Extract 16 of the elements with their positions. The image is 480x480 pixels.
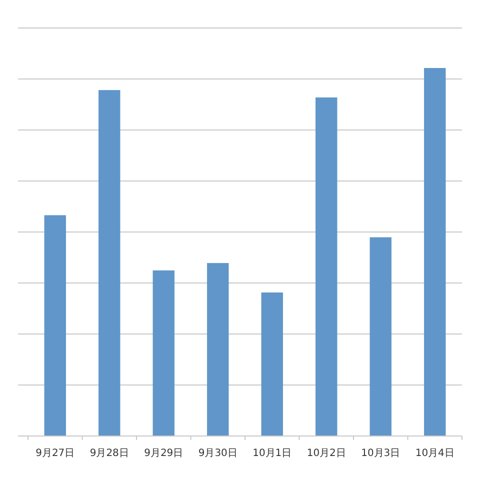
x-tick-label: 10月4日 <box>415 448 454 459</box>
bar <box>152 270 174 436</box>
bar <box>370 237 392 436</box>
x-tick-label: 10月3日 <box>361 448 400 459</box>
bar <box>207 263 229 436</box>
x-tick-label: 10月1日 <box>252 448 292 459</box>
bar <box>424 68 446 436</box>
x-tick-label: 10月2日 <box>306 448 346 459</box>
x-tick-label: 9月27日 <box>36 448 75 459</box>
bar <box>316 97 338 436</box>
x-tick-label: 9月30日 <box>198 448 238 459</box>
bar <box>98 90 120 436</box>
bar <box>44 215 66 436</box>
bar <box>261 292 283 436</box>
x-tick-label: 9月29日 <box>144 448 184 459</box>
x-tick-label: 9月28日 <box>90 448 129 459</box>
